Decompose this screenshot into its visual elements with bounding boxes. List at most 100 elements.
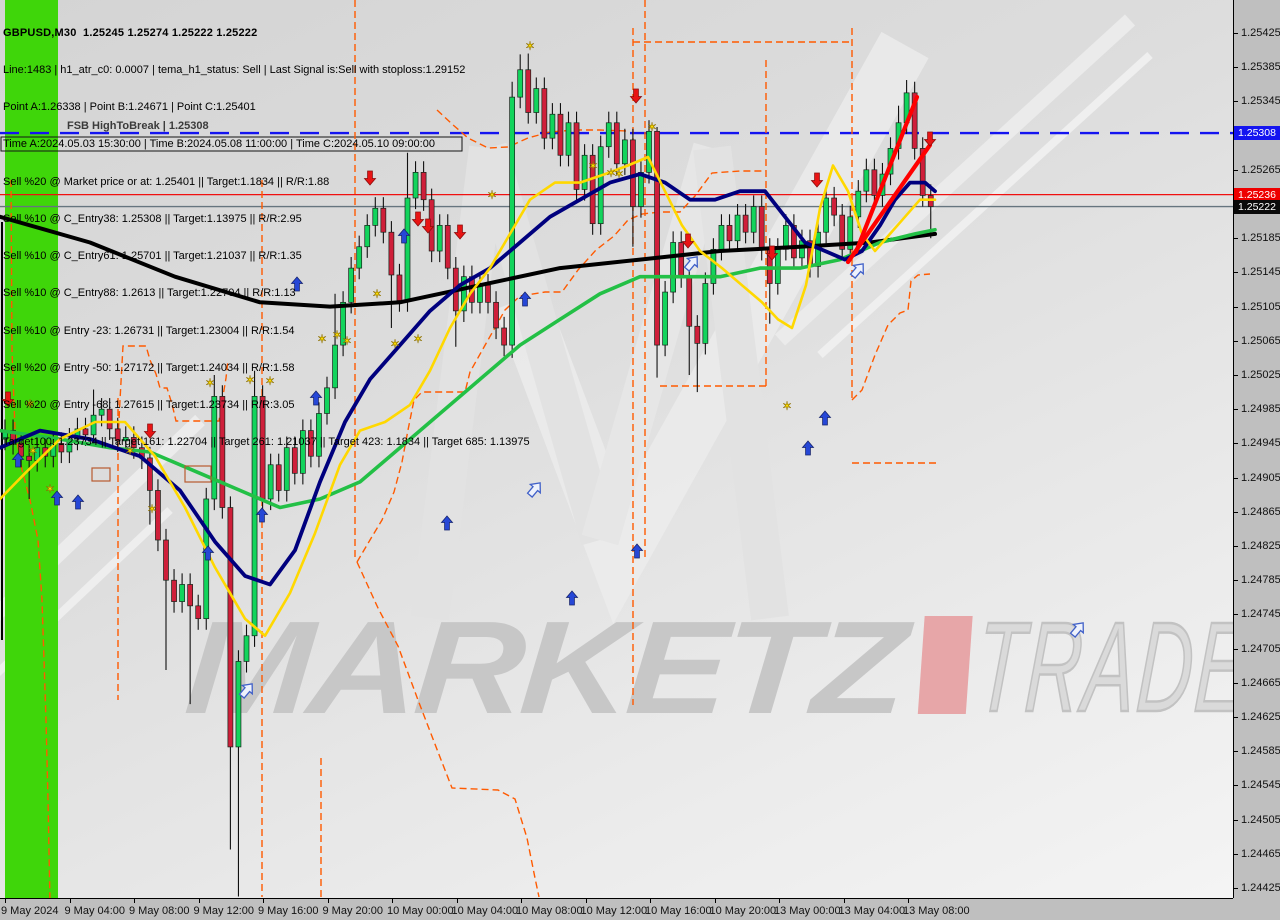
buy-arrow-icon	[397, 228, 411, 244]
candle-body	[444, 225, 451, 269]
candle-body	[493, 301, 499, 329]
time-axis-label: 9 May 04:00	[64, 905, 126, 917]
time-axis[interactable]: 9 May 2024 9 May 04:00 9 May 08:00 9 May 12…	[0, 898, 1280, 920]
candle-body	[147, 457, 153, 491]
price-tick	[1234, 853, 1238, 855]
price-tick	[1234, 306, 1238, 308]
time-axis-label: 10 May 08:00	[516, 905, 583, 917]
candle-body	[549, 113, 556, 139]
candle-body	[919, 148, 926, 196]
price-tick	[1234, 67, 1238, 69]
candle-body	[259, 396, 266, 500]
time-axis-label: 9 May 20:00	[322, 905, 384, 917]
entry-box	[91, 467, 111, 482]
price-axis-label: 1.25105	[1241, 300, 1280, 313]
candle-body	[718, 225, 725, 250]
buy-arrow-icon	[518, 291, 532, 307]
candle-body	[630, 139, 636, 207]
time-tick	[714, 899, 716, 903]
sell-arrow-icon	[143, 423, 157, 439]
time-tick	[69, 899, 71, 903]
candle-body	[734, 214, 741, 242]
time-tick	[585, 899, 587, 903]
sell-arrow-icon	[923, 131, 937, 147]
time-axis-label: 10 May 12:00	[580, 905, 648, 917]
candle-body	[678, 242, 685, 278]
candle-body	[155, 490, 161, 541]
time-tick	[908, 899, 909, 903]
candle-body	[163, 539, 169, 581]
entry-box	[184, 465, 212, 483]
star-signal-icon: ✶	[147, 502, 157, 516]
price-tick	[1234, 443, 1238, 445]
ma-green	[0, 227, 937, 510]
price-axis-label: 1.25265	[1241, 163, 1280, 176]
candle-body	[122, 437, 129, 442]
candle-body	[388, 231, 395, 276]
price-axis-label: 1.25185	[1241, 232, 1280, 245]
price-tick	[1234, 238, 1238, 240]
candle-body	[420, 172, 427, 201]
price-axis-label: 1.24865	[1241, 505, 1280, 518]
candle-body	[565, 122, 572, 156]
sell-arrow-icon	[411, 211, 425, 227]
candle-body	[533, 88, 540, 113]
price-axis-label: 1.24425	[1241, 882, 1280, 894]
candle-body	[686, 276, 693, 327]
candle-body	[26, 455, 32, 461]
sell-arrow-icon	[421, 218, 435, 234]
time-axis-label: 10 May 04:00	[451, 905, 519, 917]
candle-body	[694, 325, 701, 344]
candle-body	[517, 69, 524, 98]
price-axis-label: 1.24465	[1241, 847, 1280, 860]
breakout-arrow-icon	[1069, 622, 1084, 638]
price-tick	[1234, 101, 1238, 103]
star-signal-icon: ✶	[614, 167, 624, 181]
price-tick	[1234, 511, 1238, 513]
price-axis-label: 1.24945	[1241, 437, 1280, 450]
sell-arrow-icon	[810, 172, 824, 188]
time-tick	[134, 899, 135, 903]
buy-arrow-icon	[11, 452, 25, 468]
star-signal-icon: ✶	[782, 399, 792, 413]
price-badge: 1.25308	[1234, 126, 1280, 141]
star-signal-icon: ✶	[487, 188, 497, 202]
price-axis-label: 1.24505	[1241, 813, 1280, 826]
candle-body	[525, 69, 532, 113]
time-tick	[263, 899, 264, 903]
price-badge: 1.25222	[1234, 199, 1280, 214]
candle-body	[927, 195, 934, 207]
candle-body	[839, 214, 846, 250]
candle-body	[613, 122, 620, 165]
price-axis-label: 1.24585	[1241, 745, 1280, 758]
price-axis-label: 1.25145	[1241, 266, 1280, 279]
buy-arrow-icon	[630, 543, 644, 559]
price-tick	[1234, 169, 1238, 171]
price-axis-label: 1.25385	[1241, 61, 1280, 74]
star-signal-icon: ✶	[413, 332, 423, 346]
price-axis-label: 1.24545	[1241, 779, 1280, 792]
price-axis-label: 1.24705	[1241, 642, 1280, 655]
star-signal-icon: ✶	[390, 337, 400, 351]
price-tick	[1234, 751, 1238, 753]
candle-body	[283, 447, 290, 491]
time-tick	[392, 899, 393, 903]
time-axis-label: 10 May 16:00	[645, 905, 712, 917]
price-axis-label: 1.25065	[1241, 334, 1280, 347]
candle-body	[501, 327, 507, 346]
time-axis-label: 10 May 20:00	[709, 905, 777, 917]
candle-body	[412, 172, 419, 199]
price-axis-label: 1.24625	[1241, 711, 1280, 723]
chart-plot-area[interactable]: MARKETZ TRADE ✶ ✶ ✶ ✶ ✶ ✶ ✶ ✶ ✶ ✶ ✶ ✶ ✶ ✶ ✶ ✶ ✶ ✶ ✶ ✶ ✶ GBPU…	[0, 0, 1233, 898]
candle-body	[662, 291, 668, 346]
candle-body	[911, 92, 918, 149]
candle-body	[58, 443, 65, 453]
chart-canvas[interactable]: ✶✶✶✶✶✶ ✶ ✶✶ ✶ ✶✶✶ ✶✶✶✶ ✶✶✶✶	[0, 0, 1233, 898]
price-tick	[1234, 717, 1238, 718]
price-axis[interactable]: 1.254251.253851.253451.253051.252651.252…	[1233, 0, 1280, 898]
star-signal-icon: ✶	[265, 374, 275, 388]
candle-body	[581, 154, 588, 190]
buy-arrow-icon	[309, 390, 323, 406]
star-signal-icon: ✶	[317, 332, 327, 346]
price-badge: 1.25236	[1234, 187, 1280, 202]
